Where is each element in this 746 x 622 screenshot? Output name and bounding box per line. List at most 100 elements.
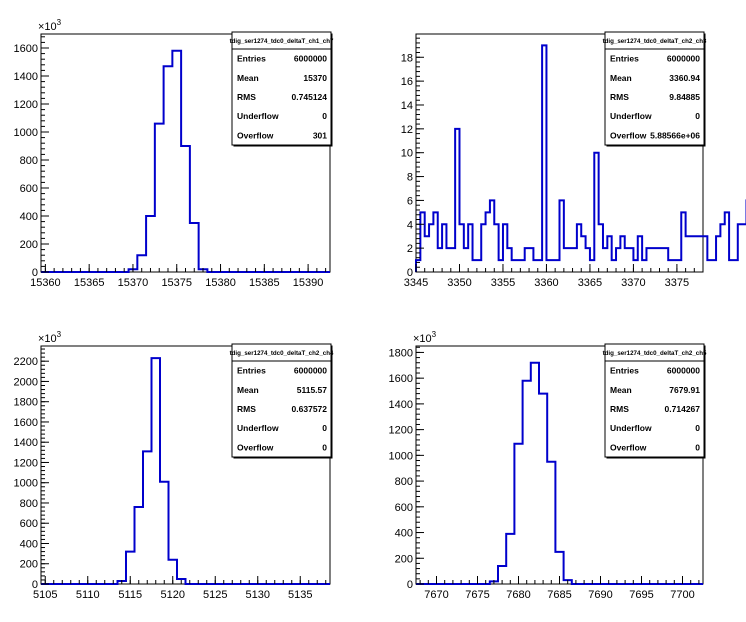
histogram-bin (612, 260, 616, 272)
histogram-bin (160, 482, 169, 584)
stats-row-value: 6000000 (667, 54, 700, 64)
histogram-bin (143, 451, 152, 584)
y-tick-label: 14 (401, 100, 413, 112)
stats-row-label: Mean (610, 73, 632, 83)
stats-row-label: Overflow (610, 130, 647, 140)
histogram-bin (499, 260, 503, 272)
x-tick-label: 7680 (506, 589, 530, 601)
y-tick-label: 12 (401, 124, 413, 136)
stats-row-value: 0 (695, 442, 700, 452)
histogram-bin (664, 248, 668, 272)
y-tick-label: 200 (20, 239, 38, 251)
histogram-bin (720, 224, 724, 272)
histogram-bin (438, 248, 442, 272)
histogram-series (41, 49, 330, 273)
stats-box: tdig_ser1274_tdc0_deltaT_ch1_ch7 Entries 6… (230, 31, 334, 147)
y-tick-label: 8 (407, 172, 413, 184)
stats-title: tdig_ser1274_tdc0_deltaT_ch1_ch7 (230, 38, 334, 45)
exponent-value: 3 (57, 18, 62, 27)
histogram-bin (525, 248, 529, 272)
stats-row-value: 6000000 (294, 54, 327, 64)
histogram-bin (594, 153, 598, 272)
histogram-bin (716, 236, 720, 272)
y-tick-label: 1400 (389, 399, 413, 411)
y-tick-label: 600 (20, 518, 38, 530)
histogram-pad-ch1-ch7: 0 200 400 600 800 1000 1200 1400 1600 15360 15365 1… (14, 18, 334, 289)
stats-row-value: 3360.94 (669, 73, 700, 83)
exponent-value: 3 (432, 330, 437, 339)
histogram-bin (590, 260, 594, 272)
stats-title: tdig_ser1274_tdc0_deltaT_ch2_ch5 (603, 350, 707, 357)
histogram-pad-ch2-ch3: 0 2 4 6 8 10 12 14 16 18 3345 3350 3355 3360 3365 3370 3… (401, 31, 746, 289)
stats-row-label: Mean (237, 385, 259, 395)
histogram-bin (516, 260, 520, 272)
x-tick-label: 7675 (465, 589, 489, 601)
histogram-bin (607, 236, 611, 272)
histogram-bin (429, 224, 433, 272)
stats-row-value: 9.84885 (669, 92, 700, 102)
histogram-bin (494, 224, 498, 272)
stats-row-value: 5.88566e+06 (650, 130, 700, 140)
histogram-series (41, 357, 330, 585)
histogram-bin (560, 200, 564, 272)
x-tick-label: 15380 (205, 277, 236, 289)
y-tick-label: 1800 (389, 347, 413, 359)
histogram-bin (490, 200, 494, 272)
histogram-bin (425, 236, 429, 272)
histogram-bin (146, 216, 155, 272)
histogram-bin (646, 248, 650, 272)
histogram-bin (446, 248, 450, 272)
histogram-bin (694, 236, 698, 272)
histogram-bin (542, 45, 546, 272)
histogram-series (415, 44, 746, 272)
x-tick-label: 5120 (161, 589, 185, 601)
stats-row-label: Underflow (610, 423, 652, 433)
y-tick-label: 600 (20, 183, 38, 195)
histogram-bin (547, 462, 555, 584)
y-tick-label: 800 (20, 498, 38, 510)
stats-row-label: Entries (237, 366, 266, 376)
stats-row-label: RMS (237, 404, 256, 414)
exponent-value: 3 (57, 330, 62, 339)
stats-row-value: 0.637572 (292, 404, 328, 414)
stats-row-label: Entries (610, 366, 639, 376)
histogram-bin (486, 212, 490, 272)
histogram-bin (135, 507, 144, 584)
x-tick-label: 5110 (76, 589, 100, 601)
y-tick-label: 400 (20, 211, 38, 223)
histogram-bin (420, 212, 424, 272)
histogram-bin (738, 224, 742, 272)
y-tick-label: 1200 (14, 99, 38, 111)
histogram-bin (507, 248, 511, 272)
stats-row-label: Underflow (610, 111, 652, 121)
stats-row-label: Mean (237, 73, 259, 83)
x-tick-label: 15375 (161, 277, 192, 289)
y-tick-label: 600 (395, 502, 413, 514)
histogram-bin (546, 260, 550, 272)
histogram-bin (551, 260, 555, 272)
histogram-bin (603, 248, 607, 272)
y-tick-label: 1600 (14, 417, 38, 429)
y-tick-label: 0 (407, 579, 413, 591)
y-axis-exponent: ×103 (413, 330, 437, 345)
x-tick-label: 3360 (534, 277, 558, 289)
y-tick-label: 2 (407, 243, 413, 255)
histogram-bin (599, 224, 603, 272)
x-tick-label: 15390 (293, 277, 324, 289)
y-tick-label: 16 (401, 76, 413, 88)
stats-box: tdig_ser1274_tdc0_deltaT_ch2_ch3 Entries 6… (603, 31, 707, 147)
y-tick-label: 1400 (14, 71, 38, 83)
y-tick-label: 1800 (14, 397, 38, 409)
histogram-bin (729, 260, 733, 272)
stats-row-value: 0 (695, 423, 700, 433)
stats-row-label: RMS (610, 404, 629, 414)
x-tick-label: 15360 (30, 277, 61, 289)
y-tick-label: 0 (32, 267, 38, 279)
histogram-bin (512, 260, 516, 272)
y-tick-label: 6 (407, 195, 413, 207)
histogram-bin (555, 260, 559, 272)
histogram-bin (616, 248, 620, 272)
histogram-bin (581, 236, 585, 272)
stats-row-value: 6000000 (294, 366, 327, 376)
